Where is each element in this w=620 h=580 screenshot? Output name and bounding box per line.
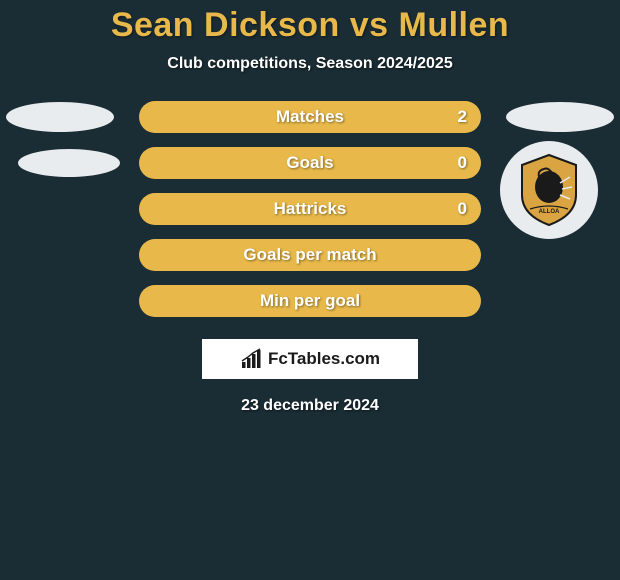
- stat-bar: Matches 2: [139, 101, 481, 133]
- stat-row-min-per-goal: Min per goal: [0, 285, 620, 317]
- club-left-placeholder: [18, 149, 120, 177]
- stat-label: Min per goal: [260, 291, 360, 311]
- stat-bar: Hattricks 0: [139, 193, 481, 225]
- brand-text: FcTables.com: [268, 349, 380, 369]
- stat-row-goals: Goals 0 ALLOA: [0, 147, 620, 179]
- stat-label: Goals per match: [243, 245, 376, 265]
- player-left-placeholder: [6, 102, 114, 132]
- stat-value: 0: [458, 199, 467, 219]
- page-subtitle: Club competitions, Season 2024/2025: [0, 55, 620, 73]
- stat-label: Goals: [286, 153, 333, 173]
- stat-bar: Min per goal: [139, 285, 481, 317]
- stat-label: Hattricks: [274, 199, 347, 219]
- stat-row-matches: Matches 2: [0, 101, 620, 133]
- date-label: 23 december 2024: [0, 397, 620, 415]
- player-right-placeholder: [506, 102, 614, 132]
- stat-label: Matches: [276, 107, 344, 127]
- stat-row-hattricks: Hattricks 0: [0, 193, 620, 225]
- bar-chart-icon: [240, 348, 264, 370]
- stat-value: 0: [458, 153, 467, 173]
- stats-comparison-panel: Sean Dickson vs Mullen Club competitions…: [0, 0, 620, 415]
- stat-row-goals-per-match: Goals per match: [0, 239, 620, 271]
- brand-attribution[interactable]: FcTables.com: [202, 339, 418, 379]
- stat-bar: Goals 0: [139, 147, 481, 179]
- page-title: Sean Dickson vs Mullen: [0, 6, 620, 45]
- stat-value: 2: [458, 107, 467, 127]
- stat-bar: Goals per match: [139, 239, 481, 271]
